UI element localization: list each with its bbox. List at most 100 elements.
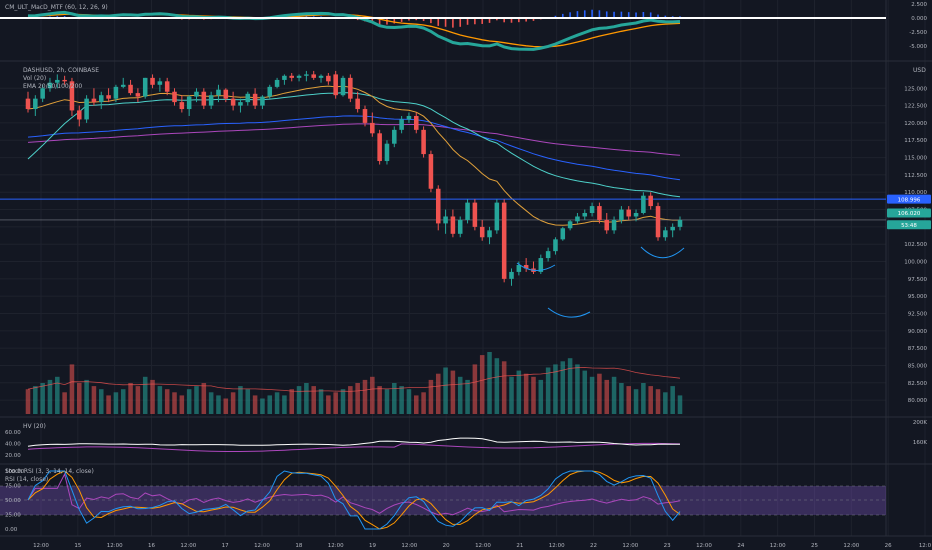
volume-bar bbox=[260, 398, 265, 414]
candle-body bbox=[113, 86, 119, 99]
macd-hist-bar bbox=[649, 12, 652, 18]
volume-bar bbox=[84, 379, 89, 414]
candle-body bbox=[523, 264, 529, 269]
candle-body bbox=[501, 202, 507, 279]
symbol-label: DASHUSD, 2h, COINBASE bbox=[23, 67, 99, 74]
candle-body bbox=[648, 195, 653, 207]
volume-bar bbox=[413, 395, 419, 414]
volume-bar bbox=[538, 379, 544, 414]
pattern-arc-bottom[interactable] bbox=[547, 307, 591, 318]
price-tick-label: 112.500 bbox=[904, 173, 927, 179]
volume-bar bbox=[655, 389, 661, 414]
time-tick-label: 25 bbox=[811, 543, 818, 549]
candle-body bbox=[641, 195, 646, 214]
volume-bar bbox=[355, 383, 360, 414]
volume-bar bbox=[304, 383, 309, 414]
volume-bar bbox=[472, 364, 478, 414]
candle-body bbox=[582, 213, 588, 217]
time-tick-label: 20 bbox=[443, 543, 450, 549]
volume-bar bbox=[663, 392, 668, 414]
volume-bar bbox=[223, 398, 229, 414]
volume-bar bbox=[392, 383, 397, 414]
stoch-k-line bbox=[27, 470, 681, 530]
pattern-arc-left[interactable] bbox=[516, 262, 556, 271]
candle-body bbox=[245, 93, 251, 103]
rsi-tick-label: 0.00 bbox=[5, 527, 18, 533]
candle-body bbox=[40, 88, 45, 99]
price-tags: 108.996 106.020 53:48 bbox=[887, 194, 931, 230]
volume-bar bbox=[91, 386, 97, 414]
rsi-pane[interactable]: Stoch RSI (3, 3, 14, 14, close) RSI (14,… bbox=[0, 468, 886, 533]
macd-hist-bar bbox=[481, 18, 484, 24]
volume-bar bbox=[479, 355, 485, 414]
candle-body bbox=[516, 264, 522, 272]
candle-body bbox=[201, 91, 207, 106]
volume-bar bbox=[142, 376, 148, 414]
volume-bar bbox=[406, 389, 412, 414]
candle-body bbox=[567, 221, 573, 229]
volume-bar bbox=[194, 386, 199, 414]
stoch-rsi-label: Stoch RSI (3, 3, 14, 14, close) bbox=[5, 468, 94, 475]
time-axis: 12:00 15 12:00 16 12:00 17 12:00 18 12:00 19 12:00… bbox=[33, 543, 932, 549]
price-tick-label: 100.000 bbox=[904, 260, 927, 266]
volume-bar bbox=[450, 370, 456, 414]
candle-body bbox=[340, 77, 346, 96]
candle-body bbox=[230, 98, 236, 106]
pattern-arc-right[interactable] bbox=[640, 246, 685, 259]
time-tick-label: 18 bbox=[295, 543, 302, 549]
candle-body bbox=[128, 84, 133, 94]
hv-right-tick-label: 200K bbox=[913, 420, 927, 426]
rsi-tick-label: 50.00 bbox=[5, 498, 21, 504]
candle-body bbox=[370, 122, 375, 134]
candle-body bbox=[98, 95, 104, 103]
candle-body bbox=[597, 206, 602, 220]
candle-body bbox=[296, 75, 302, 78]
candle-body bbox=[494, 202, 500, 231]
price-tick-label: 102.500 bbox=[904, 242, 927, 248]
macd-pane[interactable]: CM_ULT_MacD_MTF (60, 12, 26, 9) 2.500 0.0… bbox=[0, 2, 927, 51]
macd-hist-bar bbox=[510, 18, 513, 23]
candle-body bbox=[55, 79, 60, 83]
candle-body bbox=[626, 209, 631, 217]
macd-hist-bar bbox=[503, 18, 505, 23]
volume-bar bbox=[348, 386, 353, 414]
macd-hist-bar bbox=[459, 18, 462, 27]
volume-bar bbox=[289, 389, 295, 414]
macd-hist-bar bbox=[554, 15, 557, 18]
candle-body bbox=[421, 129, 426, 155]
candle-body bbox=[179, 102, 185, 110]
price-pane[interactable]: DASHUSD, 2h, COINBASE Vol (20) EMA 20/50… bbox=[0, 67, 931, 414]
macd-hist-bar bbox=[488, 18, 491, 23]
candle-body bbox=[677, 219, 683, 227]
price-tick-label: 125.000 bbox=[904, 86, 927, 92]
volume-bar bbox=[435, 373, 441, 414]
volume-bar bbox=[560, 361, 566, 414]
volume-bar bbox=[311, 386, 316, 414]
candle-body bbox=[428, 154, 434, 189]
volume-bar bbox=[384, 389, 390, 414]
volume-bar bbox=[582, 370, 588, 414]
candle-body bbox=[142, 77, 148, 97]
time-tick-label: 23 bbox=[664, 543, 671, 549]
volume-bar bbox=[509, 376, 514, 414]
stoch-d-line bbox=[27, 470, 681, 530]
time-tick-label: 26 bbox=[885, 543, 892, 549]
macd-hist-bar bbox=[532, 18, 535, 21]
price-tick-label: 95.000 bbox=[908, 294, 928, 300]
candle-body bbox=[252, 93, 258, 106]
rsi-tick-label: 75.00 bbox=[5, 484, 21, 490]
candle-body bbox=[157, 81, 163, 85]
volume-bar bbox=[186, 389, 192, 414]
time-tick-label: 15 bbox=[74, 543, 81, 549]
candle-body bbox=[135, 93, 141, 97]
candle-body bbox=[538, 258, 544, 272]
hv-pane[interactable]: HV (20) 60.00 40.00 20.00 200K 160K bbox=[5, 420, 927, 459]
macd-tick-label: -5.000 bbox=[909, 44, 927, 50]
price-tag-text: 108.996 bbox=[898, 197, 921, 203]
candle-body bbox=[413, 115, 419, 130]
volume-bar bbox=[164, 389, 170, 414]
price-tick-label: 82.500 bbox=[908, 381, 928, 387]
macd-hist-bar bbox=[569, 12, 571, 18]
candle-body bbox=[348, 77, 353, 99]
